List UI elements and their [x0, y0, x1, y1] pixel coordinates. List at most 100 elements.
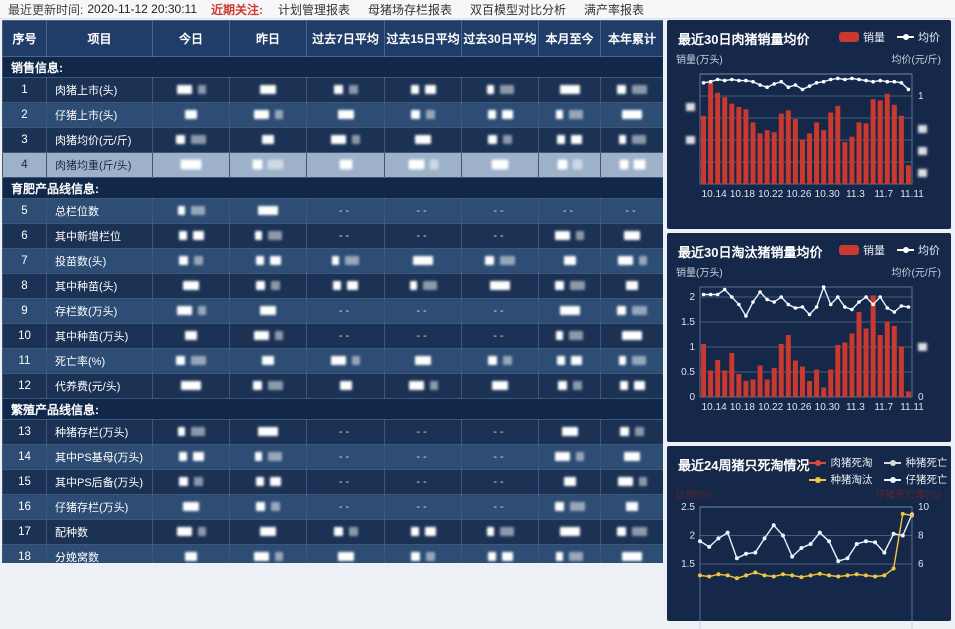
legend-bar-swatch-icon: [839, 32, 859, 42]
data-cell: [600, 248, 663, 274]
legend-item[interactable]: 种猪死亡: [884, 455, 947, 470]
data-cell: [229, 198, 307, 224]
table-row[interactable]: 5 总栏位数 -- -- -- -- --: [2, 198, 663, 224]
nav-link[interactable]: 计划管理报表: [278, 2, 351, 17]
data-cell: --: [306, 494, 385, 520]
data-cell: [152, 152, 230, 178]
table-row[interactable]: 12 代养费(元/头): [2, 373, 663, 399]
nav-link[interactable]: 满产率报表: [584, 2, 645, 17]
data-cell: [538, 419, 601, 445]
redacted-value: [557, 356, 565, 366]
row-number: 11: [2, 348, 47, 374]
legend-item[interactable]: 销量: [839, 29, 885, 45]
data-cell: [229, 519, 307, 545]
redacted-value: [176, 527, 192, 537]
table-row[interactable]: 18 分娩窝数: [2, 544, 663, 563]
redacted-value: [176, 356, 185, 366]
redacted-value: [410, 527, 419, 537]
row-number: 6: [2, 223, 47, 249]
section-header-row: 繁殖产品线信息:: [2, 398, 663, 420]
table-row[interactable]: 9 存栏数(万头) -- -- --: [2, 298, 663, 324]
redacted-value: [618, 356, 626, 366]
redacted-value: [429, 160, 438, 170]
data-cell: [600, 298, 663, 324]
redacted-value: [413, 256, 433, 266]
data-cell: [152, 373, 230, 399]
data-cell: [229, 444, 307, 470]
legend-item[interactable]: 均价: [897, 29, 940, 45]
data-cell: [538, 152, 601, 178]
data-cell: [152, 444, 230, 470]
empty-value: --: [493, 501, 507, 513]
data-cell: --: [384, 444, 462, 470]
redacted-value: [503, 356, 512, 366]
redacted-value: [176, 306, 192, 316]
table-row[interactable]: 1 肉猪上市(头): [2, 77, 663, 103]
empty-value: --: [416, 451, 430, 463]
empty-value: --: [562, 205, 577, 217]
chart-legend: 销量 均价: [839, 29, 940, 45]
redacted-value: [269, 477, 281, 487]
legend-item[interactable]: 仔猪死亡: [884, 472, 947, 487]
data-cell: [461, 127, 539, 153]
redacted-value: [332, 256, 339, 266]
chart-title: 最近30日淘汰猪销量均价: [678, 245, 823, 260]
svg-text:11.3: 11.3: [846, 189, 865, 200]
legend-item[interactable]: 销量: [839, 242, 885, 258]
table-row[interactable]: 6 其中新增栏位 -- -- --: [2, 223, 663, 249]
legend-item[interactable]: 肉猪死淘: [809, 455, 872, 470]
redacted-value: [426, 552, 435, 562]
table-row[interactable]: 7 投苗数(头): [2, 248, 663, 274]
data-cell: [229, 77, 307, 103]
redacted-value: [185, 552, 197, 562]
bar-series: [701, 82, 911, 184]
redacted-value: [255, 477, 264, 487]
table-row[interactable]: 13 种猪存栏(万头) -- -- --: [2, 419, 663, 445]
death-cull-chart: 2.5 10 2 8 1.5 6: [681, 502, 930, 629]
data-cell: [152, 419, 230, 445]
data-cell: [461, 348, 539, 374]
table-row[interactable]: 2 仔猪上市(头): [2, 102, 663, 128]
data-cell: [229, 419, 307, 445]
redacted-value: [339, 160, 352, 170]
nav-link[interactable]: 双百模型对比分析: [470, 2, 567, 17]
data-cell: --: [384, 494, 462, 520]
topbar-nav: 计划管理报表 母猪场存栏报表 双百模型对比分析 满产率报表: [269, 1, 653, 18]
table-row[interactable]: 17 配种数: [2, 519, 663, 545]
legend-item[interactable]: 均价: [897, 242, 940, 258]
empty-value: --: [493, 451, 507, 463]
data-cell: --: [384, 298, 462, 324]
price-line: [703, 77, 909, 91]
table-row[interactable]: 15 其中PS后备(万头) -- -- --: [2, 469, 663, 495]
data-cell: [538, 323, 601, 349]
y-right-axis-label: 均价(元/斤): [891, 268, 941, 279]
data-cell: [229, 544, 307, 563]
redacted-value: [490, 281, 510, 291]
data-cell: [600, 544, 663, 563]
chart-panel-pig-sales: 最近30日肉猪销量均价 销量 均价 销量(万头) 均价(元/斤) 1 10.14 10…: [667, 20, 951, 229]
svg-text:10.30: 10.30: [815, 402, 840, 413]
redacted-value: [190, 206, 205, 216]
svg-text:0: 0: [918, 392, 924, 403]
table-row[interactable]: 4 肉猪均重(斤/头): [2, 152, 663, 178]
redacted-value: [618, 135, 626, 145]
table-row[interactable]: 10 其中种苗(万头) -- -- --: [2, 323, 663, 349]
legend-item[interactable]: 种猪淘汰: [809, 472, 872, 487]
table-header-row: 序号 项目 今日 昨日 过去7日平均 过去15日平均 过去30日平均 本月至今 本年累计: [2, 20, 663, 57]
empty-value: --: [338, 205, 353, 217]
redacted-value: [333, 281, 341, 291]
redacted-value: [424, 527, 436, 537]
table-row[interactable]: 11 死亡率(%): [2, 348, 663, 374]
redacted-value: [626, 281, 638, 291]
legend-label: 仔猪死亡: [905, 474, 948, 486]
table-row[interactable]: 16 仔猪存栏(万头) -- -- --: [2, 494, 663, 520]
data-cell: --: [461, 494, 539, 520]
table-row[interactable]: 8 其中种苗(头): [2, 273, 663, 299]
data-cell: [600, 223, 663, 249]
redacted-value: [256, 502, 265, 512]
redacted-value: [635, 427, 644, 437]
empty-value: --: [338, 451, 353, 463]
table-row[interactable]: 3 肉猪均价(元/斤): [2, 127, 663, 153]
table-row[interactable]: 14 其中PS基母(万头) -- -- --: [2, 444, 663, 470]
nav-link[interactable]: 母猪场存栏报表: [368, 2, 453, 17]
